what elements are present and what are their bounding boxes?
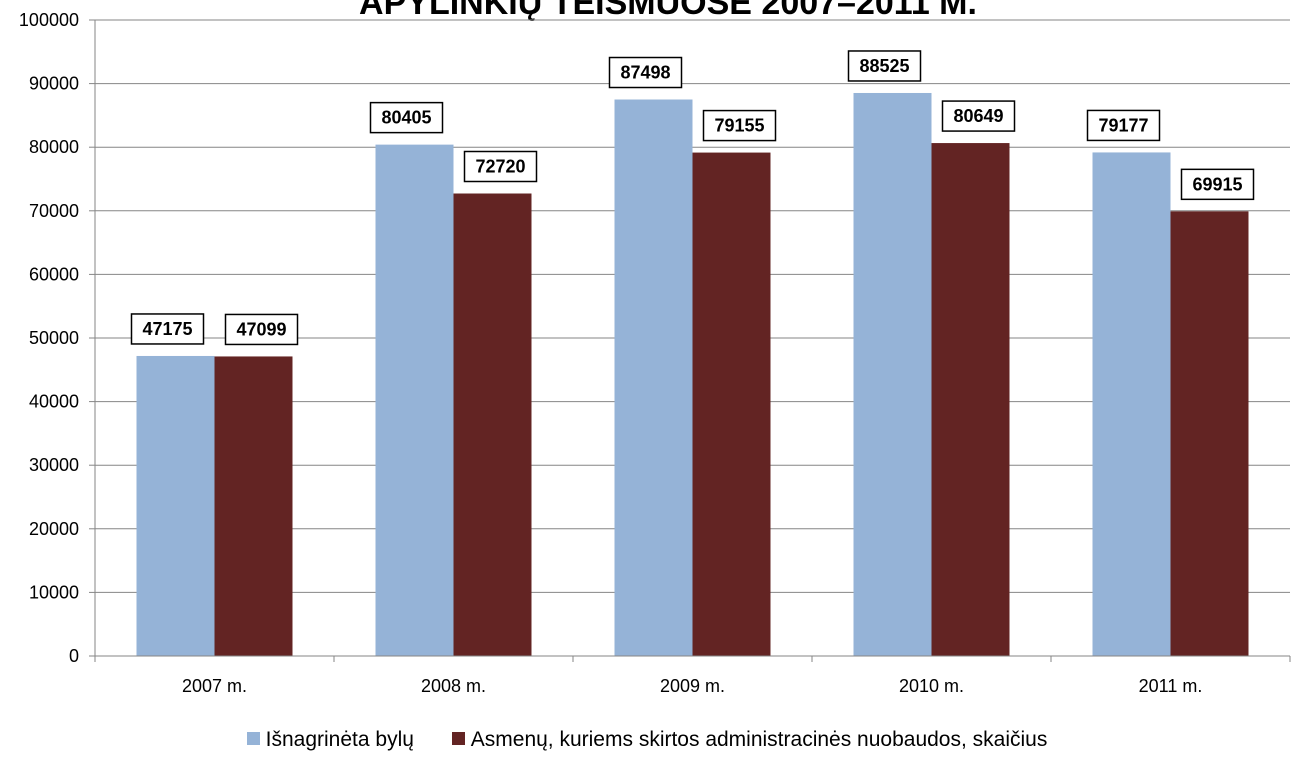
y-tick-label: 30000 — [29, 455, 79, 475]
bar-series-1 — [1092, 152, 1171, 657]
data-label: 80405 — [381, 108, 431, 128]
data-label: 80649 — [953, 106, 1003, 126]
data-label-box — [1180, 168, 1255, 201]
data-label-box — [702, 109, 777, 142]
bar-series-1 — [375, 144, 454, 656]
data-label: 47099 — [236, 319, 286, 339]
data-label: 87498 — [620, 63, 670, 83]
data-label-box — [608, 56, 683, 89]
data-label: 69915 — [1192, 174, 1242, 194]
y-tick-label: 100000 — [19, 10, 79, 30]
bar-series-2 — [1170, 211, 1249, 656]
x-tick-label: 2009 m. — [660, 676, 725, 696]
data-labels: 47175 80405 87498 88525 79177 47099 72720 79155… — [130, 50, 1255, 346]
data-label: 47175 — [142, 319, 192, 339]
y-tick-label: 20000 — [29, 519, 79, 539]
data-label-box — [941, 100, 1016, 132]
bars — [136, 92, 1249, 657]
y-tick-label: 60000 — [29, 264, 79, 284]
data-label: 72720 — [475, 157, 525, 177]
bar-series-1 — [853, 92, 932, 656]
bar-series-2 — [692, 152, 771, 656]
legend-item-series-2: Asmenų, kuriems skirtos administracinės … — [451, 728, 1048, 752]
x-tick-label: 2011 m. — [1139, 676, 1203, 696]
bar-series-2 — [214, 356, 293, 656]
legend-label-series-1: Išnagrinėta bylų — [265, 728, 414, 751]
data-label-box — [1086, 109, 1161, 142]
data-label: 79155 — [714, 116, 764, 136]
y-tick-label: 50000 — [29, 328, 79, 348]
bar-series-2 — [453, 193, 532, 656]
data-label: 88525 — [859, 56, 909, 76]
bar-series-2 — [931, 143, 1010, 656]
legend-label-series-2: Asmenų, kuriems skirtos administracinės … — [470, 728, 1048, 751]
x-tick-label: 2010 m. — [899, 676, 964, 696]
x-tick-label: 2008 m. — [421, 676, 486, 696]
legend-item-series-1: Išnagrinėta bylų — [246, 728, 414, 752]
data-label-box — [463, 150, 538, 183]
y-tick-label: 80000 — [29, 137, 79, 157]
y-tick-label: 40000 — [29, 392, 79, 412]
y-tick-label: 10000 — [29, 582, 79, 602]
axes: 0 10000 20000 30000 40000 50000 60000 70000 8000… — [19, 10, 1291, 696]
x-tick-label: 2007 m. — [182, 676, 247, 696]
y-tick-label: 90000 — [29, 74, 79, 94]
legend-swatch-series-1 — [246, 732, 260, 745]
data-label-box — [130, 313, 205, 345]
legend: Išnagrinėta bylų Asmenų, kuriems skirtos… — [0, 728, 1294, 752]
y-tick-label: 0 — [69, 646, 79, 666]
data-label-box — [369, 101, 444, 134]
data-label-box — [224, 313, 299, 346]
bar-series-1 — [614, 99, 693, 657]
y-tick-label: 70000 — [29, 201, 79, 221]
chart-title: APYLINKIŲ TEISMUOSE 2007–2011 M. — [359, 0, 977, 22]
data-label-box — [847, 50, 922, 82]
bar-series-1 — [136, 355, 215, 656]
legend-swatch-series-2 — [451, 732, 465, 745]
data-label: 79177 — [1098, 115, 1148, 135]
